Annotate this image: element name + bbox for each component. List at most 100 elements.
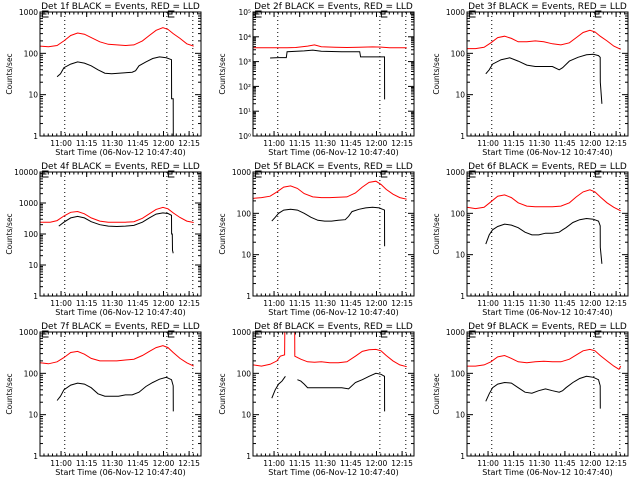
- series-lld: [253, 44, 407, 49]
- series-lld: [467, 29, 621, 50]
- series-events-after-gap: [297, 372, 386, 412]
- x-tick-label: 11:00: [477, 139, 499, 148]
- panel-title: Det 3f BLACK = Events, RED = LLD: [468, 2, 627, 12]
- e-bracket-marker: [594, 170, 602, 178]
- y-axis-label: Counts/sec: [218, 373, 227, 414]
- x-tick-label: 11:15: [289, 139, 311, 148]
- x-tick-label: 12:00: [153, 139, 175, 148]
- x-tick-label: 12:00: [366, 139, 388, 148]
- x-tick-label: 11:30: [528, 299, 550, 308]
- y-axis-label: Counts/sec: [432, 53, 441, 94]
- x-axis-label: Start Time (06-Nov-12 10:47:40): [55, 468, 185, 477]
- e-bracket-marker: [42, 170, 49, 178]
- y-tick-label: 10²: [238, 82, 251, 91]
- e-bracket-marker: [255, 170, 262, 178]
- y-tick-label: 100: [237, 209, 252, 218]
- y-tick-label: 10⁰: [238, 132, 251, 141]
- panel-title: Det 1f BLACK = Events, RED = LLD: [41, 2, 200, 12]
- e-bracket-marker: [42, 10, 49, 18]
- x-tick-label: 11:15: [503, 299, 525, 308]
- x-tick-label: 11:00: [477, 459, 499, 468]
- x-tick-label: 12:00: [153, 459, 175, 468]
- e-bracket-marker: [255, 10, 262, 18]
- y-tick-label: 10: [455, 91, 465, 100]
- x-tick-label: 11:00: [50, 139, 72, 148]
- y-tick-label: 1000: [232, 168, 251, 177]
- e-bracket-marker: [469, 10, 476, 18]
- x-tick-label: 11:45: [340, 459, 362, 468]
- series-events: [270, 49, 386, 100]
- y-tick-label: 1: [246, 292, 251, 301]
- x-tick-label: 12:00: [366, 459, 388, 468]
- series-events: [485, 53, 603, 104]
- x-tick-label: 11:45: [340, 139, 362, 148]
- x-tick-label: 12:15: [178, 459, 200, 468]
- x-tick-label: 11:15: [289, 299, 311, 308]
- panel-title: Det 7f BLACK = Events, RED = LLD: [41, 322, 200, 332]
- series-events: [271, 206, 386, 247]
- plot-frame: [39, 331, 202, 457]
- x-tick-label: 11:30: [101, 299, 123, 308]
- panel-det-9: Det 9f BLACK = Events, RED = LLD 1 10 100 10…: [432, 322, 629, 477]
- x-tick-label: 12:15: [178, 139, 200, 148]
- x-tick-label: 12:15: [391, 139, 413, 148]
- y-tick-label: 100: [237, 369, 252, 378]
- x-axis-label: Start Time (06-Nov-12 10:47:40): [482, 468, 612, 477]
- panel-title: Det 5f BLACK = Events, RED = LLD: [254, 162, 413, 172]
- x-tick-label: 12:15: [178, 299, 200, 308]
- y-tick-label: 1: [246, 452, 251, 461]
- y-tick-label: 1000: [446, 168, 465, 177]
- panel-det-4: Det 4f BLACK = Events, RED = LLD 1 10 100 10…: [5, 162, 202, 317]
- series-events: [271, 376, 286, 399]
- x-tick-label: 12:00: [580, 459, 602, 468]
- y-tick-label: 1000: [446, 328, 465, 337]
- y-tick-label: 1000: [446, 8, 465, 17]
- x-tick-label: 11:45: [554, 139, 576, 148]
- panel-det-2: Det 2f BLACK = Events, RED = LLD 10⁰ 10¹ 10…: [218, 2, 415, 157]
- y-tick-label: 1: [460, 132, 465, 141]
- x-tick-label: 11:30: [314, 139, 336, 148]
- e-bracket-marker: [469, 330, 476, 338]
- y-tick-label: 10: [241, 411, 251, 420]
- panel-title: Det 9f BLACK = Events, RED = LLD: [468, 322, 627, 332]
- x-tick-label: 11:00: [263, 459, 285, 468]
- y-tick-label: 100: [24, 49, 39, 58]
- x-axis-label: Start Time (06-Nov-12 10:47:40): [268, 468, 398, 477]
- x-tick-label: 11:15: [76, 299, 98, 308]
- series-events: [56, 376, 174, 412]
- x-axis-label: Start Time (06-Nov-12 10:47:40): [268, 148, 398, 157]
- y-tick-label: 10³: [238, 58, 251, 67]
- e-bracket-marker: [167, 330, 175, 338]
- e-bracket-marker: [255, 330, 262, 338]
- series-lld: [39, 345, 194, 367]
- y-tick-label: 1000: [19, 8, 38, 17]
- x-axis-label: Start Time (06-Nov-12 10:47:40): [55, 148, 185, 157]
- y-tick-label: 10: [455, 411, 465, 420]
- plot-frame: [39, 11, 202, 137]
- x-tick-label: 11:30: [101, 459, 123, 468]
- y-tick-label: 10¹: [238, 107, 251, 116]
- x-tick-label: 11:00: [263, 139, 285, 148]
- y-tick-label: 100: [451, 369, 466, 378]
- panel-det-3: Det 3f BLACK = Events, RED = LLD 1 10 100 10…: [432, 2, 629, 157]
- e-bracket-marker: [469, 170, 476, 178]
- panel-det-1: Det 1f BLACK = Events, RED = LLD 1 10 100 10…: [5, 2, 202, 157]
- x-tick-label: 11:00: [50, 299, 72, 308]
- x-tick-label: 11:45: [554, 299, 576, 308]
- y-axis-label: Counts/sec: [5, 373, 14, 414]
- series-lld: [40, 206, 194, 223]
- x-tick-label: 11:15: [503, 459, 525, 468]
- x-tick-label: 12:00: [580, 139, 602, 148]
- e-bracket-marker: [167, 170, 175, 178]
- y-tick-label: 100: [451, 209, 466, 218]
- y-tick-label: 10000: [14, 168, 38, 177]
- x-tick-label: 11:00: [477, 299, 499, 308]
- y-axis-label: Counts/sec: [5, 213, 14, 254]
- x-tick-label: 11:30: [528, 139, 550, 148]
- y-axis-label: Counts/sec: [432, 373, 441, 414]
- e-bracket-marker: [380, 170, 388, 178]
- x-axis-label: Start Time (06-Nov-12 10:47:40): [482, 148, 612, 157]
- y-tick-label: 1000: [19, 328, 38, 337]
- x-tick-label: 11:45: [127, 299, 149, 308]
- plot-frame: [252, 11, 415, 137]
